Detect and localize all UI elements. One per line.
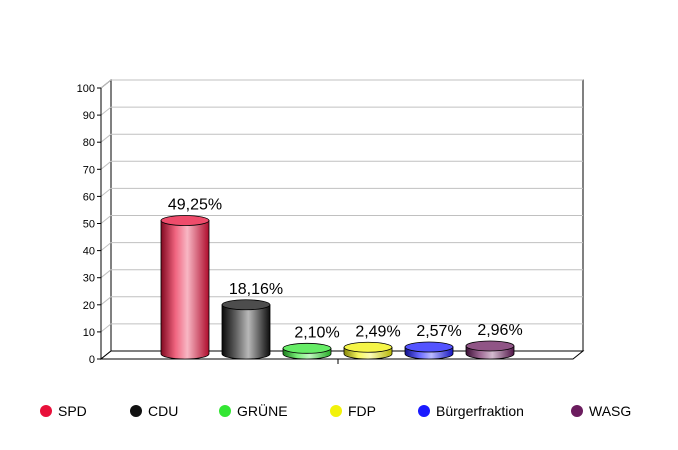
- data-label-fdp: 2,49%: [355, 323, 400, 340]
- bar-spd: [160, 215, 210, 360]
- gridline-side: [100, 133, 112, 143]
- data-label-buergerfraktion: 2,57%: [416, 323, 461, 340]
- legend: SPD CDU GRÜNE FDP Bürgerfraktion WASG: [0, 400, 678, 422]
- bar-fdp: [343, 341, 393, 360]
- gridline-side: [100, 269, 112, 279]
- bar-top-buergerfraktion: [404, 341, 454, 353]
- y-tick-label: 60: [83, 191, 95, 203]
- bar-chart: 0 10 20 30 40 50 60 70 80 90 100 49,25% 18,16% 2,10% 2…: [77, 78, 585, 366]
- plot-floor: [99, 350, 585, 360]
- data-label-spd: 49,25%: [168, 197, 222, 214]
- y-tick-label: 90: [83, 110, 95, 122]
- gridline-side: [100, 188, 112, 197]
- legend-swatch-wasg: [571, 405, 583, 417]
- legend-swatch-gruene: [219, 405, 231, 417]
- gridline-side: [100, 79, 112, 89]
- legend-item-gruene: GRÜNE: [219, 400, 288, 422]
- y-tick-label: 70: [83, 164, 95, 176]
- legend-label-wasg: WASG: [589, 403, 632, 419]
- bar-top-fdp: [343, 341, 393, 353]
- bar-wasg: [465, 340, 515, 360]
- legend-label-gruene: GRÜNE: [237, 403, 288, 419]
- legend-item-wasg: WASG: [571, 400, 631, 422]
- gridline-side: [100, 215, 112, 224]
- legend-swatch-buergerfraktion: [418, 405, 430, 417]
- bar-body-cdu: [221, 304, 271, 360]
- bar-body-spd: [160, 220, 210, 360]
- legend-label-buergerfraktion: Bürgerfraktion: [436, 403, 524, 419]
- gridline-side: [100, 323, 112, 333]
- y-tick-label: 20: [83, 300, 95, 312]
- gridline-side: [100, 242, 112, 251]
- legend-item-cdu: CDU: [130, 400, 178, 422]
- legend-item-buergerfraktion: Bürgerfraktion: [418, 400, 524, 422]
- legend-label-cdu: CDU: [148, 403, 179, 419]
- y-tick-label: 30: [83, 273, 95, 285]
- data-label-gruene: 2,10%: [294, 324, 339, 341]
- gridline-side: [100, 106, 112, 116]
- y-tick-label: 100: [77, 83, 95, 95]
- bar-top-gruene: [282, 342, 332, 354]
- legend-swatch-cdu: [130, 405, 142, 417]
- bar-buergerfraktion: [404, 341, 454, 360]
- bar-top-cdu: [221, 299, 271, 311]
- y-tick-label: 0: [89, 354, 95, 366]
- y-tick-label: 80: [83, 137, 95, 149]
- bar-cdu: [221, 299, 271, 360]
- legend-item-spd: SPD: [40, 400, 87, 422]
- y-tick-label: 10: [83, 327, 95, 339]
- y-tick-label: 40: [83, 246, 95, 258]
- legend-label-spd: SPD: [58, 403, 87, 419]
- gridline-side: [100, 296, 112, 306]
- bar-top-wasg: [465, 340, 515, 352]
- bar-gruene: [282, 342, 332, 360]
- y-tick-label: 50: [83, 219, 95, 231]
- bar-top-spd: [160, 215, 210, 226]
- legend-swatch-fdp: [330, 405, 342, 417]
- legend-item-fdp: FDP: [330, 400, 376, 422]
- legend-label-fdp: FDP: [348, 403, 376, 419]
- data-label-wasg: 2,96%: [477, 322, 522, 339]
- data-label-cdu: 18,16%: [229, 281, 283, 298]
- gridline-side: [100, 160, 112, 170]
- legend-swatch-spd: [40, 405, 52, 417]
